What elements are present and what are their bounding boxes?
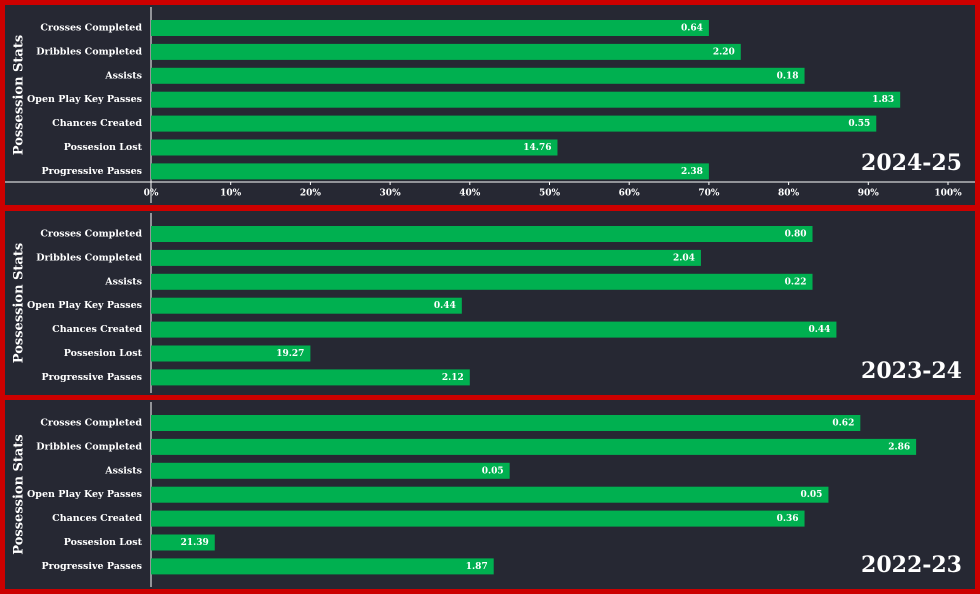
bar: [151, 91, 901, 108]
bar-label: 2.86: [888, 442, 910, 452]
category-label: Progressive Passes: [42, 372, 143, 383]
bar-label: 21.39: [181, 538, 209, 548]
x-tick-label: 0%: [144, 189, 159, 199]
category-label: Crosses Completed: [40, 229, 142, 240]
bar: [151, 139, 558, 156]
bar: [151, 510, 805, 527]
y-axis-label: Possession Stats: [12, 243, 27, 363]
x-tick-label: 90%: [858, 189, 880, 199]
bar: [151, 438, 917, 455]
category-label: Chances Created: [52, 324, 142, 335]
bar-label: 1.83: [872, 95, 894, 105]
category-label: Dribbles Completed: [36, 252, 142, 263]
bar: [151, 369, 470, 386]
category-label: Crosses Completed: [40, 418, 142, 429]
x-tick-label: 30%: [380, 189, 402, 199]
bar-label: 1.87: [466, 562, 488, 572]
bar-label: 2.12: [442, 373, 464, 383]
bar: [151, 558, 494, 575]
bar: [151, 415, 861, 431]
bar-label: 19.27: [276, 349, 304, 359]
bar: [151, 67, 805, 84]
bar-label: 0.64: [681, 24, 703, 34]
category-label: Dribbles Completed: [36, 46, 142, 57]
category-label: Crosses Completed: [40, 23, 142, 34]
category-label: Progressive Passes: [42, 561, 143, 572]
x-tick-label: 70%: [698, 189, 720, 199]
category-label: Assists: [104, 276, 142, 287]
x-tick-label: 40%: [459, 189, 481, 199]
x-tick-label: 80%: [778, 189, 800, 199]
x-tick-label: 60%: [619, 189, 641, 199]
bar: [151, 115, 877, 132]
category-label: Assists: [104, 70, 142, 81]
bar: [151, 321, 837, 338]
season-label: 2023-24: [861, 358, 962, 384]
y-axis-label: Possession Stats: [12, 35, 27, 155]
category-label: Open Play Key Passes: [27, 489, 142, 500]
category-label: Possesion Lost: [64, 142, 143, 153]
bar: [151, 486, 829, 503]
bar: [151, 20, 709, 36]
x-tick-label: 20%: [300, 189, 322, 199]
bar-label: 2.38: [681, 167, 703, 177]
bar-label: 14.76: [523, 143, 551, 153]
season-label: 2022-23: [861, 552, 962, 578]
category-label: Dribbles Completed: [36, 441, 142, 452]
bar-label: 0.55: [848, 119, 870, 129]
category-label: Open Play Key Passes: [27, 94, 142, 105]
bar-label: 0.36: [777, 514, 799, 524]
y-axis-label: Possession Stats: [12, 434, 27, 554]
season-label: 2024-25: [861, 150, 962, 176]
bar: [151, 273, 813, 290]
category-label: Chances Created: [52, 513, 142, 524]
category-label: Chances Created: [52, 118, 142, 129]
bar-label: 2.04: [673, 253, 695, 263]
bar-label: 0.22: [785, 277, 807, 287]
bar-label: 2.20: [713, 47, 735, 57]
bar: [151, 345, 311, 362]
bar: [151, 43, 741, 60]
bar-label: 0.44: [434, 301, 456, 311]
category-label: Assists: [104, 465, 142, 476]
bar: [151, 534, 215, 551]
bar: [151, 163, 709, 180]
x-tick-label: 10%: [220, 189, 242, 199]
bar: [151, 226, 813, 242]
bar-label: 0.62: [832, 419, 854, 429]
bar-label: 0.18: [777, 71, 799, 81]
bar-label: 0.05: [482, 466, 504, 476]
x-tick-label: 50%: [539, 189, 561, 199]
category-label: Open Play Key Passes: [27, 300, 142, 311]
category-label: Possesion Lost: [64, 348, 143, 359]
bar-label: 0.05: [801, 490, 823, 500]
category-label: Possesion Lost: [64, 537, 143, 548]
bar: [151, 249, 701, 266]
bar: [151, 297, 462, 314]
bar-label: 0.44: [808, 325, 830, 335]
bar: [151, 462, 510, 479]
bar-label: 0.80: [785, 230, 807, 240]
x-tick-label: 100%: [934, 189, 962, 199]
category-label: Progressive Passes: [42, 166, 143, 177]
